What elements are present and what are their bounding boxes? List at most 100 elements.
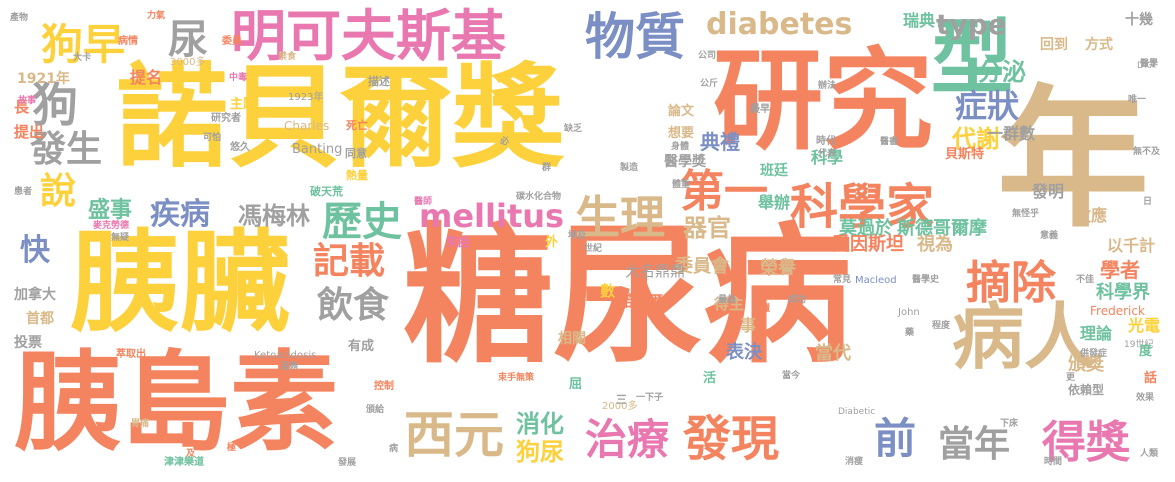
- word-yixiazi: 一下子: [636, 393, 664, 403]
- word-wai: 外: [545, 235, 559, 250]
- word-huazi: 話: [1144, 371, 1158, 386]
- word-renlei: 人類: [1140, 449, 1159, 459]
- word-queshao: 缺乏: [564, 124, 583, 134]
- word-daibiao: 代表: [818, 149, 837, 159]
- word-dka: DKA: [1137, 61, 1156, 71]
- word-dangnian: 當年: [938, 424, 1011, 465]
- word-dagu: 大卡: [73, 53, 92, 63]
- word-youjiu: 悠久: [230, 142, 250, 153]
- word-aiji: 埃及: [568, 231, 587, 241]
- word-diangli: 典禮: [700, 130, 740, 154]
- word-shu: 數: [600, 282, 616, 300]
- word-frederick: Frederick: [1090, 304, 1145, 318]
- word-3000: 3000多: [170, 57, 206, 68]
- word-xiande: 莫過於: [839, 218, 893, 239]
- word-niao: 尿: [168, 17, 208, 63]
- word-yiqianji: 以千計: [1107, 236, 1156, 255]
- word-yidaosu: 胰島素: [14, 341, 339, 466]
- word-ji: 極: [227, 443, 237, 453]
- word-bangfa: 辦法: [818, 81, 837, 91]
- word-chengdu: 程度: [932, 321, 951, 331]
- word-john: John: [898, 307, 920, 318]
- word-fenmi: 分泌: [978, 58, 1026, 86]
- word-gushi: 故事: [18, 96, 37, 106]
- word-yanjiu: 研究: [713, 37, 933, 165]
- word-lilun: 理論: [1080, 324, 1113, 343]
- word-zhang: 長: [14, 98, 30, 116]
- word-shuo: 說: [40, 171, 77, 212]
- word-zhonggu: 中毒: [229, 73, 248, 83]
- word-zushu: 足夠: [280, 362, 299, 372]
- word-biaojue: 表決: [726, 342, 762, 363]
- word-wuyu: 無疑: [111, 233, 130, 243]
- word-dezhu: 得主: [714, 295, 745, 313]
- word-kepa: 可怕: [203, 133, 222, 143]
- word-shinian: 十幾: [1125, 12, 1153, 28]
- word-kexuejie: 科學界: [1096, 282, 1150, 303]
- word-qiguan: 器官: [683, 214, 731, 242]
- word-zhiliao: 治療: [585, 415, 670, 464]
- word-jilu: 記載: [313, 241, 386, 282]
- word-mellitus: mellitus: [419, 197, 565, 235]
- word-geng: 更: [1066, 373, 1076, 383]
- word-wupingfu: 無怪乎: [1012, 209, 1040, 219]
- word-yixueshi: 醫學史: [912, 275, 940, 285]
- word-tichu: 提出: [14, 123, 45, 141]
- word-du: 度: [1139, 344, 1153, 359]
- word-zhizao: 製造: [620, 163, 639, 173]
- word-lishi: 歷史: [322, 199, 402, 245]
- word-qian: 前: [874, 414, 917, 463]
- word-tiaozhi: 碳水化合物: [516, 192, 562, 202]
- word-yizang: 胰臟: [70, 219, 290, 347]
- word-xing: 型: [931, 11, 1014, 106]
- word-ketoacidosis: Ketoacidosis: [254, 350, 317, 361]
- word-zhongzhi: 頒獎: [1068, 354, 1104, 375]
- word-nian: 年: [997, 71, 1149, 248]
- word-toupiao: 投票: [14, 335, 42, 351]
- word-dangjin: 當今: [782, 371, 801, 381]
- word-ruidian: 瑞典: [903, 11, 936, 30]
- word-changjian: 常見: [833, 275, 852, 285]
- word-xuezhe: 學者: [1100, 258, 1140, 282]
- word-gouniao: 狗尿: [516, 438, 564, 466]
- word-shengli: 生理: [575, 191, 666, 244]
- word-nuobeier: 諾貝爾: [618, 292, 664, 310]
- word-shenti: 身體: [671, 142, 690, 152]
- word-19shiji: 19世紀: [1124, 340, 1154, 350]
- word-yanjiuzhe: 研究者: [211, 113, 241, 124]
- word-xiachuang: 下床: [1000, 419, 1019, 429]
- word-yixue: 醫學: [1140, 59, 1159, 69]
- word-shiji: 世紀: [584, 244, 603, 254]
- word-jibing: 疾病: [150, 197, 210, 232]
- word-famings: 發明: [1032, 182, 1065, 201]
- word-zhuzhi: 頒給: [366, 405, 385, 415]
- word-zuiwei: 最為: [718, 295, 737, 305]
- word-diyi: 第一: [680, 166, 768, 217]
- word-fengmeilin: 馮梅林: [238, 202, 310, 230]
- word-wuzhi: 物質: [585, 8, 685, 66]
- word-zuizao: 最早: [750, 104, 770, 115]
- word-jianada: 加拿大: [14, 287, 56, 303]
- word-ri: 日: [1143, 197, 1153, 207]
- word-bi: 必: [500, 137, 510, 147]
- word-xiaohua: 消化: [516, 410, 564, 438]
- word-weitong: 胃痛: [131, 419, 150, 429]
- word-liyuan: 力氣: [147, 11, 166, 21]
- word-banting: Banting: [292, 142, 343, 157]
- word-xiaohua2: 笑話: [446, 235, 471, 249]
- word-buzhu: 不佳: [1076, 275, 1095, 285]
- word-yiqunshu: 一群數: [987, 124, 1036, 143]
- word-chanwu: 產物: [10, 13, 29, 23]
- word-wuzu: 無不及: [1133, 147, 1161, 157]
- word-xiangyao: 想要: [668, 126, 695, 141]
- word-xiyuan: 西元: [404, 406, 504, 464]
- word-daixie: 代謝: [952, 125, 1000, 153]
- word-lunwen: 論文: [668, 104, 695, 119]
- word-faxian: 發現: [683, 411, 780, 467]
- word-guangdian: 光電: [1128, 316, 1161, 335]
- word-shengshi: 盛事: [88, 198, 133, 223]
- word-xihan: 希臘: [752, 304, 771, 314]
- word-beisite: 貝斯特: [945, 147, 985, 162]
- word-jindu: 津津樂道: [164, 457, 204, 468]
